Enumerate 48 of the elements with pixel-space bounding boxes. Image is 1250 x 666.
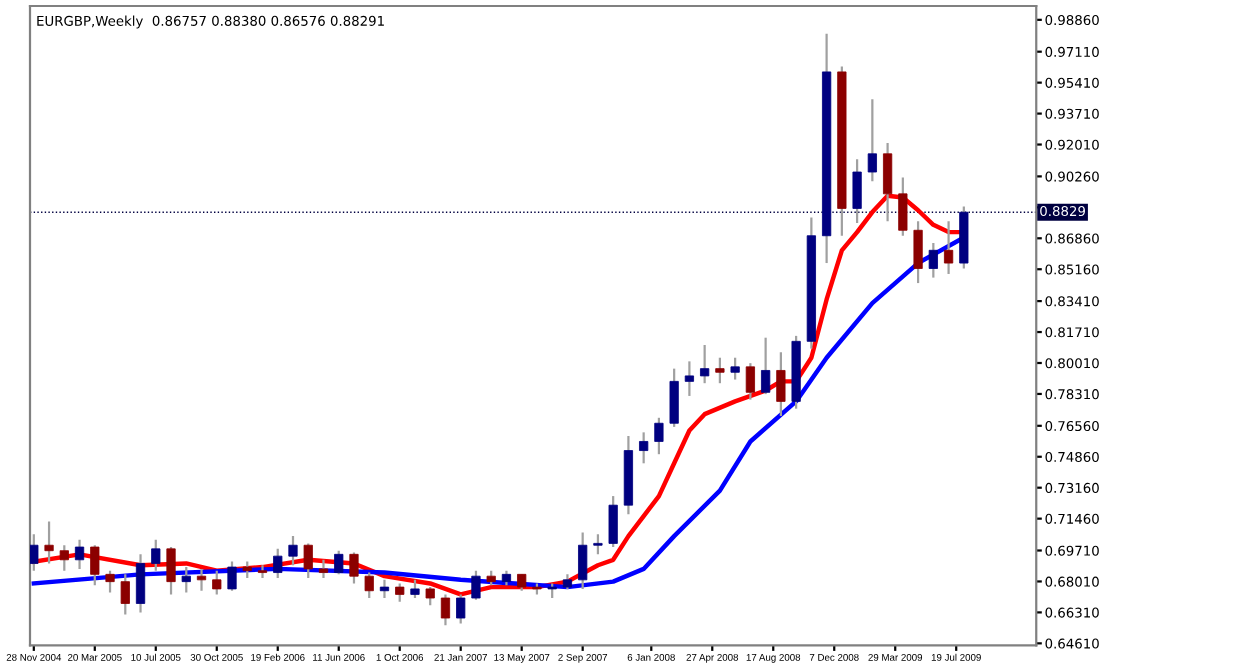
candlestick	[379, 578, 390, 600]
candlestick	[684, 360, 695, 398]
candlestick	[669, 367, 679, 428]
candlestick	[425, 585, 435, 607]
candlestick	[639, 431, 649, 465]
candlestick	[303, 542, 313, 580]
candlestick	[44, 520, 54, 565]
candlestick	[151, 538, 161, 572]
candlestick	[364, 571, 374, 600]
candlestick	[745, 362, 755, 401]
candlestick	[761, 336, 771, 396]
candlestick	[867, 98, 877, 183]
candlestick	[273, 547, 283, 580]
candlestick	[410, 578, 420, 600]
candlestick	[578, 531, 588, 591]
candlestick	[715, 356, 725, 385]
candlestick	[227, 560, 237, 592]
candlestick	[593, 533, 603, 556]
candlestick	[288, 535, 298, 567]
candlestick	[349, 551, 359, 585]
candlestick	[730, 356, 740, 381]
candlestick	[456, 593, 466, 625]
candlestick	[395, 582, 405, 603]
candlestick	[471, 569, 481, 601]
candlestick	[852, 158, 862, 225]
candlestick	[943, 220, 954, 276]
candlestick	[654, 416, 664, 456]
candlestick	[700, 343, 710, 385]
candlestick	[135, 553, 146, 614]
candlestick	[59, 544, 69, 572]
candlestick	[212, 569, 222, 596]
candlestick	[608, 494, 618, 549]
candlestick	[30, 533, 39, 572]
candlestick	[120, 573, 130, 616]
candlestick	[166, 545, 176, 596]
candlestick	[776, 351, 786, 418]
candlestick	[334, 549, 344, 576]
candlestick	[257, 564, 268, 580]
candlestick	[105, 569, 115, 594]
candlestick	[440, 593, 451, 627]
candlestick	[318, 558, 329, 580]
candlestick	[913, 220, 923, 285]
candlestick	[90, 544, 100, 587]
candlestick	[898, 176, 908, 237]
candlestick	[181, 565, 191, 594]
candlestick	[928, 241, 938, 279]
candlestick	[882, 141, 893, 223]
candlestick	[74, 538, 85, 570]
